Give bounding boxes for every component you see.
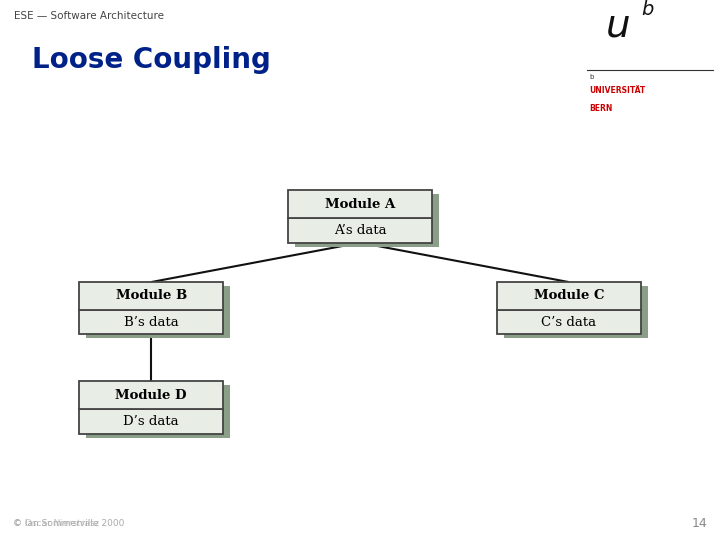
- Text: b: b: [590, 74, 594, 80]
- Text: Module B: Module B: [116, 289, 186, 302]
- Text: ESE — Software Architecture: ESE — Software Architecture: [14, 11, 164, 21]
- Text: Loose Coupling: Loose Coupling: [32, 46, 271, 74]
- Text: Module C: Module C: [534, 289, 604, 302]
- Text: $b$: $b$: [642, 0, 654, 19]
- FancyBboxPatch shape: [79, 282, 223, 309]
- Text: B’s data: B’s data: [124, 315, 179, 328]
- Text: C’s data: C’s data: [541, 315, 596, 328]
- Text: A’s data: A’s data: [333, 224, 387, 237]
- Text: $u$: $u$: [605, 6, 630, 44]
- FancyBboxPatch shape: [288, 190, 432, 218]
- FancyBboxPatch shape: [497, 282, 641, 309]
- FancyBboxPatch shape: [79, 409, 223, 434]
- Text: BERN: BERN: [590, 105, 613, 113]
- FancyBboxPatch shape: [504, 286, 648, 338]
- FancyBboxPatch shape: [86, 386, 230, 437]
- Text: © Oscar Nierstrasz: © Oscar Nierstrasz: [13, 519, 99, 528]
- Text: © Ian Sommerville 2000: © Ian Sommerville 2000: [13, 519, 125, 528]
- Text: UNIVERSITÄT: UNIVERSITÄT: [590, 86, 646, 95]
- FancyBboxPatch shape: [79, 309, 223, 334]
- Text: D’s data: D’s data: [123, 415, 179, 428]
- FancyBboxPatch shape: [288, 218, 432, 242]
- FancyBboxPatch shape: [497, 309, 641, 334]
- FancyBboxPatch shape: [79, 381, 223, 409]
- FancyBboxPatch shape: [295, 194, 439, 246]
- FancyBboxPatch shape: [86, 286, 230, 338]
- Text: Module D: Module D: [115, 389, 187, 402]
- Text: Module A: Module A: [325, 198, 395, 211]
- Text: 14: 14: [691, 517, 707, 530]
